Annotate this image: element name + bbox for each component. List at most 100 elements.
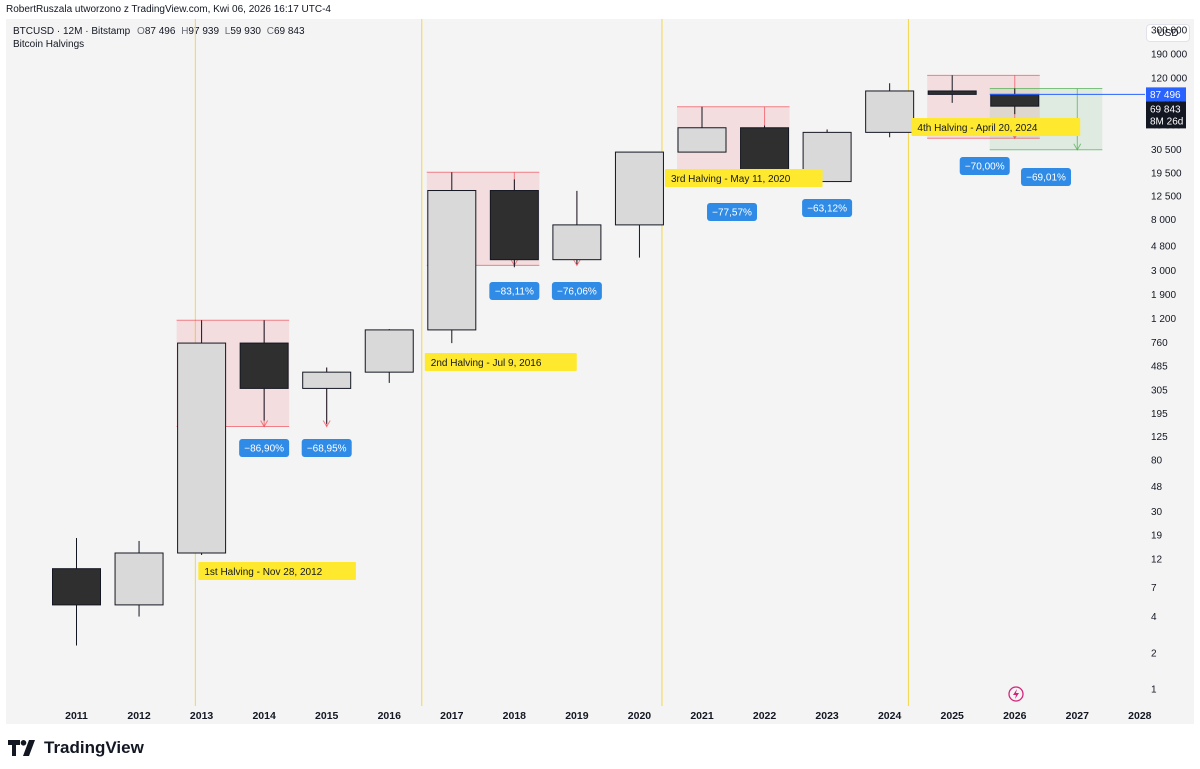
last-price-tag (1146, 87, 1186, 102)
candle-body (552, 224, 602, 261)
close-value: 69 843 (273, 26, 305, 37)
candle-2016 (364, 329, 414, 383)
y-tick-label: 125 (1151, 432, 1168, 443)
y-tick-label: 1 900 (1151, 290, 1176, 301)
drawdown-badge-text: −68,95% (307, 444, 347, 455)
y-tick-label: 1 200 (1151, 314, 1176, 325)
y-tick-label: 120 000 (1151, 73, 1188, 84)
candle-body (614, 151, 664, 226)
y-tick-label: 7 (1151, 583, 1157, 594)
lightning-icon-bolt (1013, 689, 1019, 699)
halving-label: 3rd Halving - May 11, 2020 (671, 174, 791, 185)
countdown-text: 8M 26d (1150, 116, 1183, 127)
drawdown-badge (1021, 168, 1072, 186)
drawdown-badge-text: −63,12% (807, 204, 847, 215)
y-tick-label: 12 (1151, 555, 1163, 566)
y-tick-label: 195 (1151, 409, 1168, 420)
x-tick-label: 2011 (65, 710, 88, 722)
drawdown-badge-text: −86,90% (244, 444, 284, 455)
x-tick-label: 2013 (190, 710, 214, 722)
candle-2018 (489, 179, 539, 268)
halving-label-bg (664, 169, 823, 187)
y-tick-label: 12 500 (1151, 192, 1182, 203)
halving-label-bg (424, 353, 577, 371)
x-tick-label: 2028 (1128, 710, 1152, 722)
y-tick-label: 3 000 (1151, 266, 1176, 277)
y-tick-label: 190 000 (1151, 49, 1188, 60)
y-tick-label: 48 (1151, 482, 1163, 493)
drawdown-arrow-head (1073, 143, 1082, 151)
candle-body (427, 190, 477, 331)
candle-2025 (927, 75, 977, 103)
y-tick-label: 30 (1151, 507, 1163, 518)
candle-body (489, 190, 539, 261)
tradingview-logo: TradingView (8, 738, 144, 758)
drawdown-badge (707, 203, 758, 221)
drawdown-arrow-head (322, 420, 331, 428)
candle-2011 (52, 537, 101, 646)
drawdown-badge (489, 282, 540, 300)
lightning-icon (1008, 686, 1024, 702)
x-tick-label: 2025 (941, 710, 965, 722)
candle-body (927, 90, 977, 95)
last-price-text: 87 496 (1150, 90, 1181, 101)
open-value: 87 496 (144, 26, 176, 37)
x-tick-label: 2019 (565, 710, 589, 722)
candle-body (677, 127, 727, 153)
candle-2019 (552, 190, 602, 265)
plot-area: 1st Halving - Nov 28, 2012 2nd Halving - … (52, 19, 1145, 706)
candle-body (865, 90, 915, 133)
high-value: 97 939 (188, 26, 220, 37)
halving-label-bg (198, 562, 356, 580)
x-tick-label: 2012 (127, 710, 151, 722)
close-price-tag (1146, 101, 1186, 129)
drawdown-badge-text: −77,57% (712, 208, 752, 219)
x-tick-label: 2023 (815, 710, 839, 722)
tradingview-logo-icon (8, 740, 35, 756)
candle-body (114, 552, 164, 606)
candle-body (52, 568, 101, 606)
drawdown-badge-text: −83,11% (495, 287, 534, 298)
drawdown-arrow-head (572, 259, 581, 267)
candle-body (364, 329, 414, 373)
y-tick-label: 1 (1151, 685, 1157, 696)
symbol-name: BTCUSD · 12M · Bitstamp (13, 26, 131, 37)
drawdown-badge-text: −70,00% (965, 162, 1005, 173)
currency-button[interactable]: USD (1147, 25, 1189, 41)
candle-2017 (427, 172, 477, 344)
y-tick-label: 2 (1151, 648, 1157, 659)
x-tick-label: 2022 (753, 710, 777, 722)
x-tick-label: 2020 (628, 710, 652, 722)
drawdown-badge-text: −76,06% (557, 287, 597, 298)
brand-name: TradingView (44, 738, 144, 757)
candle-2015 (302, 367, 352, 424)
x-tick-label: 2024 (878, 710, 902, 722)
candle-2013 (177, 320, 227, 555)
candle-body (990, 93, 1040, 107)
y-tick-label: 300 000 (1151, 26, 1188, 37)
drawdown-badge (301, 439, 352, 457)
drawdown-arrow-head (260, 420, 269, 428)
indicator-name[interactable]: Bitcoin Halvings (13, 39, 85, 50)
halving-label: 2nd Halving - Jul 9, 2016 (431, 358, 542, 369)
halving-label-bg (911, 118, 1081, 136)
y-tick-label: 80 (1151, 456, 1163, 467)
halving-label: 4th Halving - April 20, 2024 (917, 123, 1038, 134)
y-tick-label: 19 500 (1151, 168, 1182, 179)
lightning-icon-circle (1008, 686, 1024, 702)
chart-attribution: RobertRuszala utworzono z TradingView.co… (6, 4, 331, 15)
low-value: 59 930 (230, 26, 261, 37)
symbol-legend: BTCUSD · 12M · Bitstamp O87 496 H97 939 … (13, 26, 305, 37)
drawdown-badge (802, 199, 853, 217)
candle-2012 (114, 540, 164, 617)
y-tick-label: 8 000 (1151, 215, 1176, 226)
halving-label: 1st Halving - Nov 28, 2012 (204, 567, 322, 578)
drawdown-badge-text: −69,01% (1026, 173, 1066, 184)
candle-2014 (239, 320, 289, 421)
y-tick-label: 485 (1151, 361, 1168, 372)
candle-2024 (865, 83, 915, 138)
y-tick-label: 4 800 (1151, 242, 1176, 253)
x-tick-label: 2027 (1066, 710, 1090, 722)
x-tick-label: 2015 (315, 710, 339, 722)
